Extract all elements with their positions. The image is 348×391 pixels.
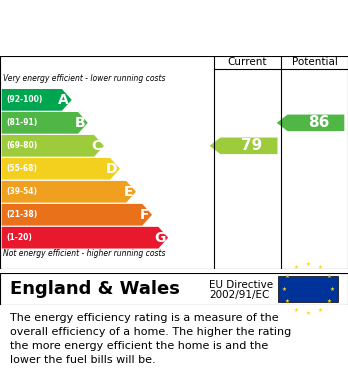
Text: Potential: Potential [292,57,338,67]
Polygon shape [2,135,104,157]
Text: ★: ★ [284,274,289,279]
Text: Energy Efficiency Rating: Energy Efficiency Rating [10,27,239,45]
Text: ★: ★ [293,308,298,312]
Bar [278,276,338,302]
Polygon shape [209,138,277,154]
Text: ★: ★ [318,308,323,312]
Polygon shape [2,181,136,203]
Text: 2002/91/EC: 2002/91/EC [209,290,269,300]
Text: 86: 86 [308,115,330,130]
Text: (55-68): (55-68) [6,164,37,173]
Text: ★: ★ [281,287,286,292]
Text: Very energy efficient - lower running costs: Very energy efficient - lower running co… [3,74,166,83]
Text: E: E [124,185,133,199]
Text: (39-54): (39-54) [6,187,37,196]
Polygon shape [2,204,152,226]
Text: Current: Current [228,57,267,67]
Text: The energy efficiency rating is a measure of the
overall efficiency of a home. T: The energy efficiency rating is a measur… [10,313,292,365]
Text: ★: ★ [330,287,335,292]
Polygon shape [2,158,120,179]
Polygon shape [2,112,88,134]
Text: 79: 79 [241,138,262,153]
Text: ★: ★ [284,299,289,304]
Polygon shape [277,115,344,131]
Text: EU Directive: EU Directive [209,280,273,290]
Text: B: B [74,116,85,130]
Text: G: G [154,231,165,245]
Text: (21-38): (21-38) [6,210,37,219]
Text: A: A [58,93,69,107]
Text: ★: ★ [327,274,332,279]
Text: ★: ★ [306,311,310,316]
Text: ★: ★ [306,262,310,267]
Text: England & Wales: England & Wales [10,280,180,298]
Text: F: F [140,208,149,222]
Polygon shape [2,89,72,111]
Text: (1-20): (1-20) [6,233,32,242]
Text: (69-80): (69-80) [6,141,37,150]
Text: ★: ★ [318,265,323,271]
Text: D: D [106,162,117,176]
Text: (81-91): (81-91) [6,118,37,127]
Text: ★: ★ [327,299,332,304]
Polygon shape [2,227,168,249]
Text: Not energy efficient - higher running costs: Not energy efficient - higher running co… [3,249,166,258]
Text: C: C [91,139,101,153]
Text: ★: ★ [293,265,298,271]
Text: (92-100): (92-100) [6,95,42,104]
